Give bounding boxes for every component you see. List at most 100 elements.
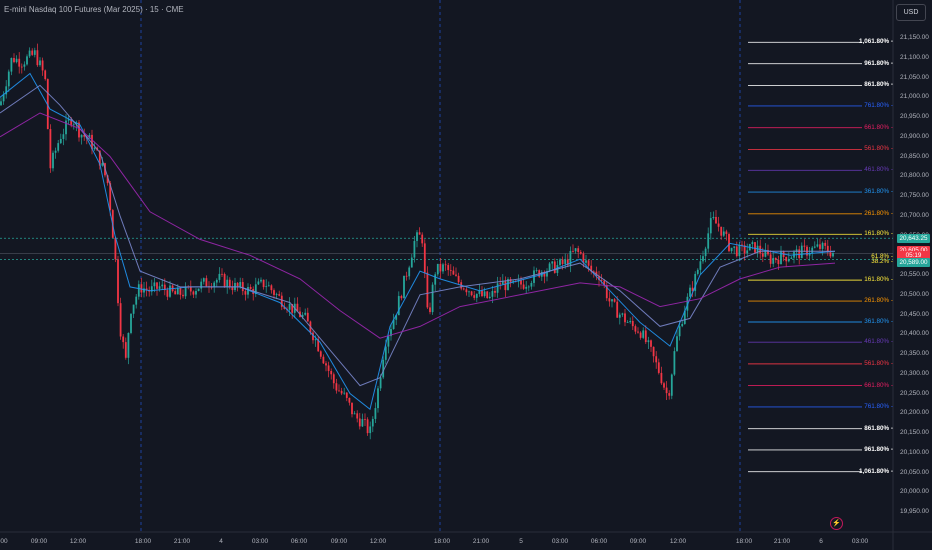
flash-icon[interactable]: ⚡ <box>830 517 843 530</box>
candle-body <box>774 257 777 260</box>
candle-body <box>663 383 665 388</box>
candle-body <box>319 351 322 357</box>
fib-label: 361.80% - <box>864 188 893 196</box>
candle-body <box>709 218 712 234</box>
candle-body <box>340 390 343 394</box>
candle-body <box>509 279 512 283</box>
candle-body <box>707 233 710 249</box>
candle-body <box>787 258 790 262</box>
price-tick: 20,800.00 <box>900 172 929 180</box>
candle-body <box>59 138 62 144</box>
time-tick: 09:00 <box>30 538 48 545</box>
candle-body <box>270 285 273 291</box>
candle-body <box>499 283 502 285</box>
price-tick: 21,050.00 <box>900 73 929 81</box>
candle-body <box>62 134 65 139</box>
candle-body <box>722 231 725 236</box>
candle-body <box>496 283 499 293</box>
candle-body <box>577 248 580 253</box>
candle-body <box>358 418 361 427</box>
candle-body <box>702 256 704 262</box>
time-tick: 03:00 <box>251 538 269 545</box>
candle-body <box>174 291 177 295</box>
countdown-tag: 05:19 <box>897 251 930 261</box>
candle-body <box>119 303 122 337</box>
time-tick: 12:00 <box>69 538 87 545</box>
candle-body <box>106 175 109 184</box>
candle-body <box>0 101 2 106</box>
candle-body <box>429 307 431 313</box>
fib-label: 661.80% - <box>864 381 893 389</box>
price-tick: 20,200.00 <box>900 409 929 417</box>
candle-body <box>683 310 686 325</box>
candle-body <box>166 290 169 297</box>
price-tick: 20,150.00 <box>900 429 929 436</box>
candle-body <box>642 330 645 338</box>
candle-body <box>559 259 561 266</box>
candle-body <box>109 183 112 211</box>
candle-body <box>816 244 819 247</box>
time-tick: 18:00 <box>134 538 152 545</box>
candle-body <box>634 326 637 332</box>
candle-body <box>733 246 736 248</box>
candle-body <box>197 288 200 291</box>
fib-mid-label: 38.2% - <box>871 258 893 265</box>
candle-body <box>741 244 743 246</box>
candle-body <box>332 374 335 384</box>
candle-body <box>135 296 138 305</box>
candle-body <box>546 271 548 277</box>
fib-mid-label: 61.8% - <box>871 253 893 260</box>
candle-body <box>743 245 746 254</box>
candle-body <box>353 413 356 415</box>
candle-body <box>390 329 392 337</box>
candle-body <box>31 50 34 55</box>
candle-body <box>611 299 613 302</box>
candle-body <box>195 290 197 295</box>
candle-body <box>582 253 585 263</box>
fib-label: 461.80% - <box>864 338 893 346</box>
candle-body <box>114 237 117 260</box>
candle-body <box>621 313 624 315</box>
candle-body <box>260 279 262 282</box>
candle-body <box>475 293 478 298</box>
candle-body <box>228 279 231 288</box>
candle-body <box>566 259 569 266</box>
candle-body <box>184 286 187 297</box>
candle-body <box>83 134 86 137</box>
candle-body <box>163 284 166 291</box>
candle-body <box>455 274 457 276</box>
candle-body <box>361 419 364 427</box>
candle-body <box>226 279 229 287</box>
last-price-tag: 20,605.00 <box>897 246 930 256</box>
candle-body <box>579 252 582 254</box>
candle-body <box>481 290 483 297</box>
candle-body <box>462 288 465 290</box>
price-tick: 21,150.00 <box>900 34 929 41</box>
price-tick: 21,000.00 <box>900 93 929 101</box>
candle-body <box>720 226 723 236</box>
candle-body <box>7 71 10 87</box>
candle-body <box>572 250 574 252</box>
candle-body <box>254 284 257 294</box>
candle-body <box>603 280 606 285</box>
candle-body <box>98 150 101 166</box>
candle-body <box>28 50 31 57</box>
candle-body <box>384 346 387 360</box>
candle-body <box>423 243 426 273</box>
candle-body <box>712 216 715 219</box>
candle-body <box>478 290 481 294</box>
fib-label: 561.80% - <box>864 145 893 153</box>
candle-body <box>592 271 595 273</box>
candle-body <box>338 390 340 392</box>
candle-body <box>413 240 416 258</box>
candle-body <box>127 332 130 358</box>
currency-button[interactable]: USD <box>896 4 926 21</box>
candle-body <box>161 284 164 287</box>
candle-body <box>273 290 275 295</box>
candle-body <box>691 287 694 291</box>
candle-body <box>449 270 452 271</box>
candle-body <box>520 280 522 285</box>
candle-body <box>660 372 663 384</box>
candle-body <box>369 426 372 434</box>
